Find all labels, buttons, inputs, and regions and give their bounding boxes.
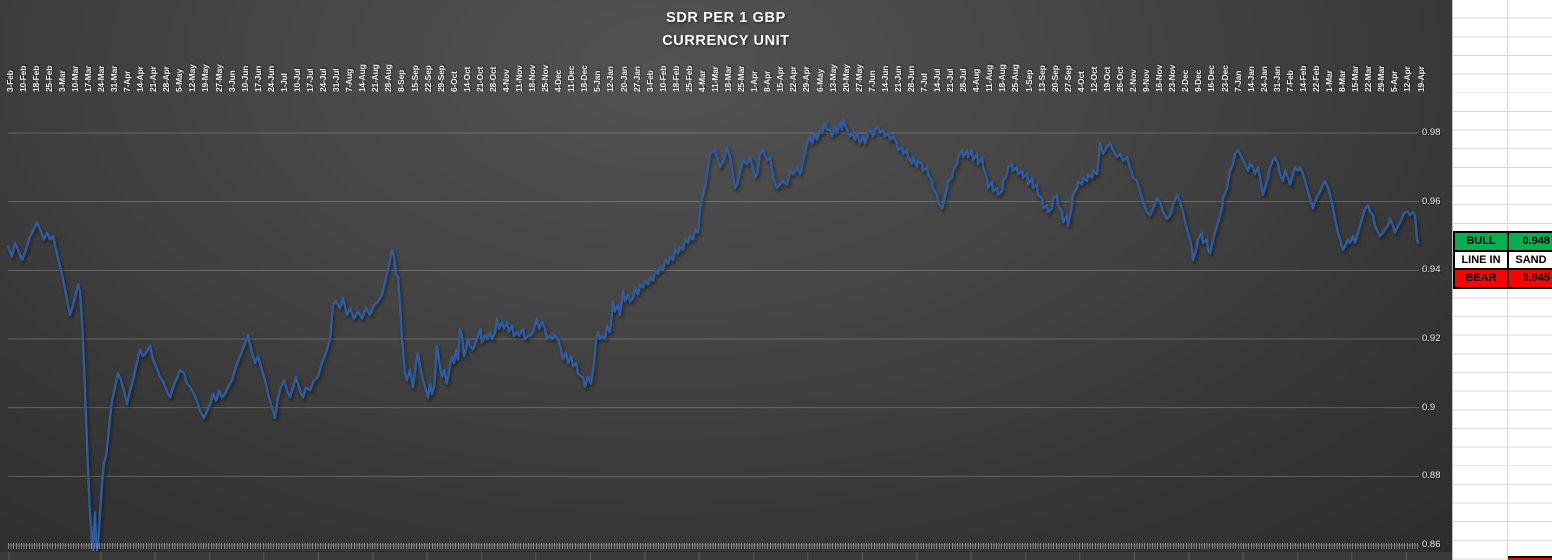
chart-title-line1: SDR PER 1 GBP <box>666 10 786 26</box>
sheet-row-below-chart <box>0 551 1452 560</box>
sand-value-cell[interactable]: SAND <box>1509 251 1552 269</box>
spreadsheet-panel: BULL 0.948 LINE IN SAND BEAR 0.945 <box>1452 0 1552 560</box>
y-axis-label: 0.94 <box>1422 264 1441 276</box>
sheet-column-separators <box>0 552 1452 560</box>
y-axis-label: 0.86 <box>1422 539 1441 550</box>
bear-value-cell[interactable]: 0.945 <box>1509 270 1552 287</box>
line-in-label-cell[interactable]: LINE IN <box>1455 251 1509 269</box>
bull-value-cell[interactable]: 0.948 <box>1509 233 1552 250</box>
y-axis-label: 0.9 <box>1422 401 1436 413</box>
plot-area <box>6 118 1420 551</box>
chart-title-line2: CURRENCY UNIT <box>662 33 790 49</box>
table-row-bear: BEAR 0.945 <box>1455 270 1552 287</box>
gridlines <box>8 132 1419 546</box>
table-row-bull: BULL 0.948 <box>1455 233 1552 250</box>
currency-chart: SDR PER 1 GBP CURRENCY UNIT 3-Feb 10-Feb 1… <box>0 0 1452 560</box>
partial-red-cell <box>1508 556 1552 560</box>
x-axis-ticks <box>8 543 1418 549</box>
y-axis-label: 0.98 <box>1422 127 1441 138</box>
y-axis-label: 0.92 <box>1422 333 1441 344</box>
signal-table: BULL 0.948 LINE IN SAND BEAR 0.945 <box>1453 231 1552 289</box>
y-axis-label: 0.88 <box>1422 470 1441 482</box>
bull-label-cell[interactable]: BULL <box>1455 233 1509 250</box>
price-line-series <box>6 118 1420 551</box>
y-axis-label: 0.96 <box>1422 195 1441 207</box>
chart-title: SDR PER 1 GBP CURRENCY UNIT <box>0 7 1452 53</box>
bear-label-cell[interactable]: BEAR <box>1455 270 1509 287</box>
table-row-line-in-sand: LINE IN SAND <box>1455 251 1552 269</box>
